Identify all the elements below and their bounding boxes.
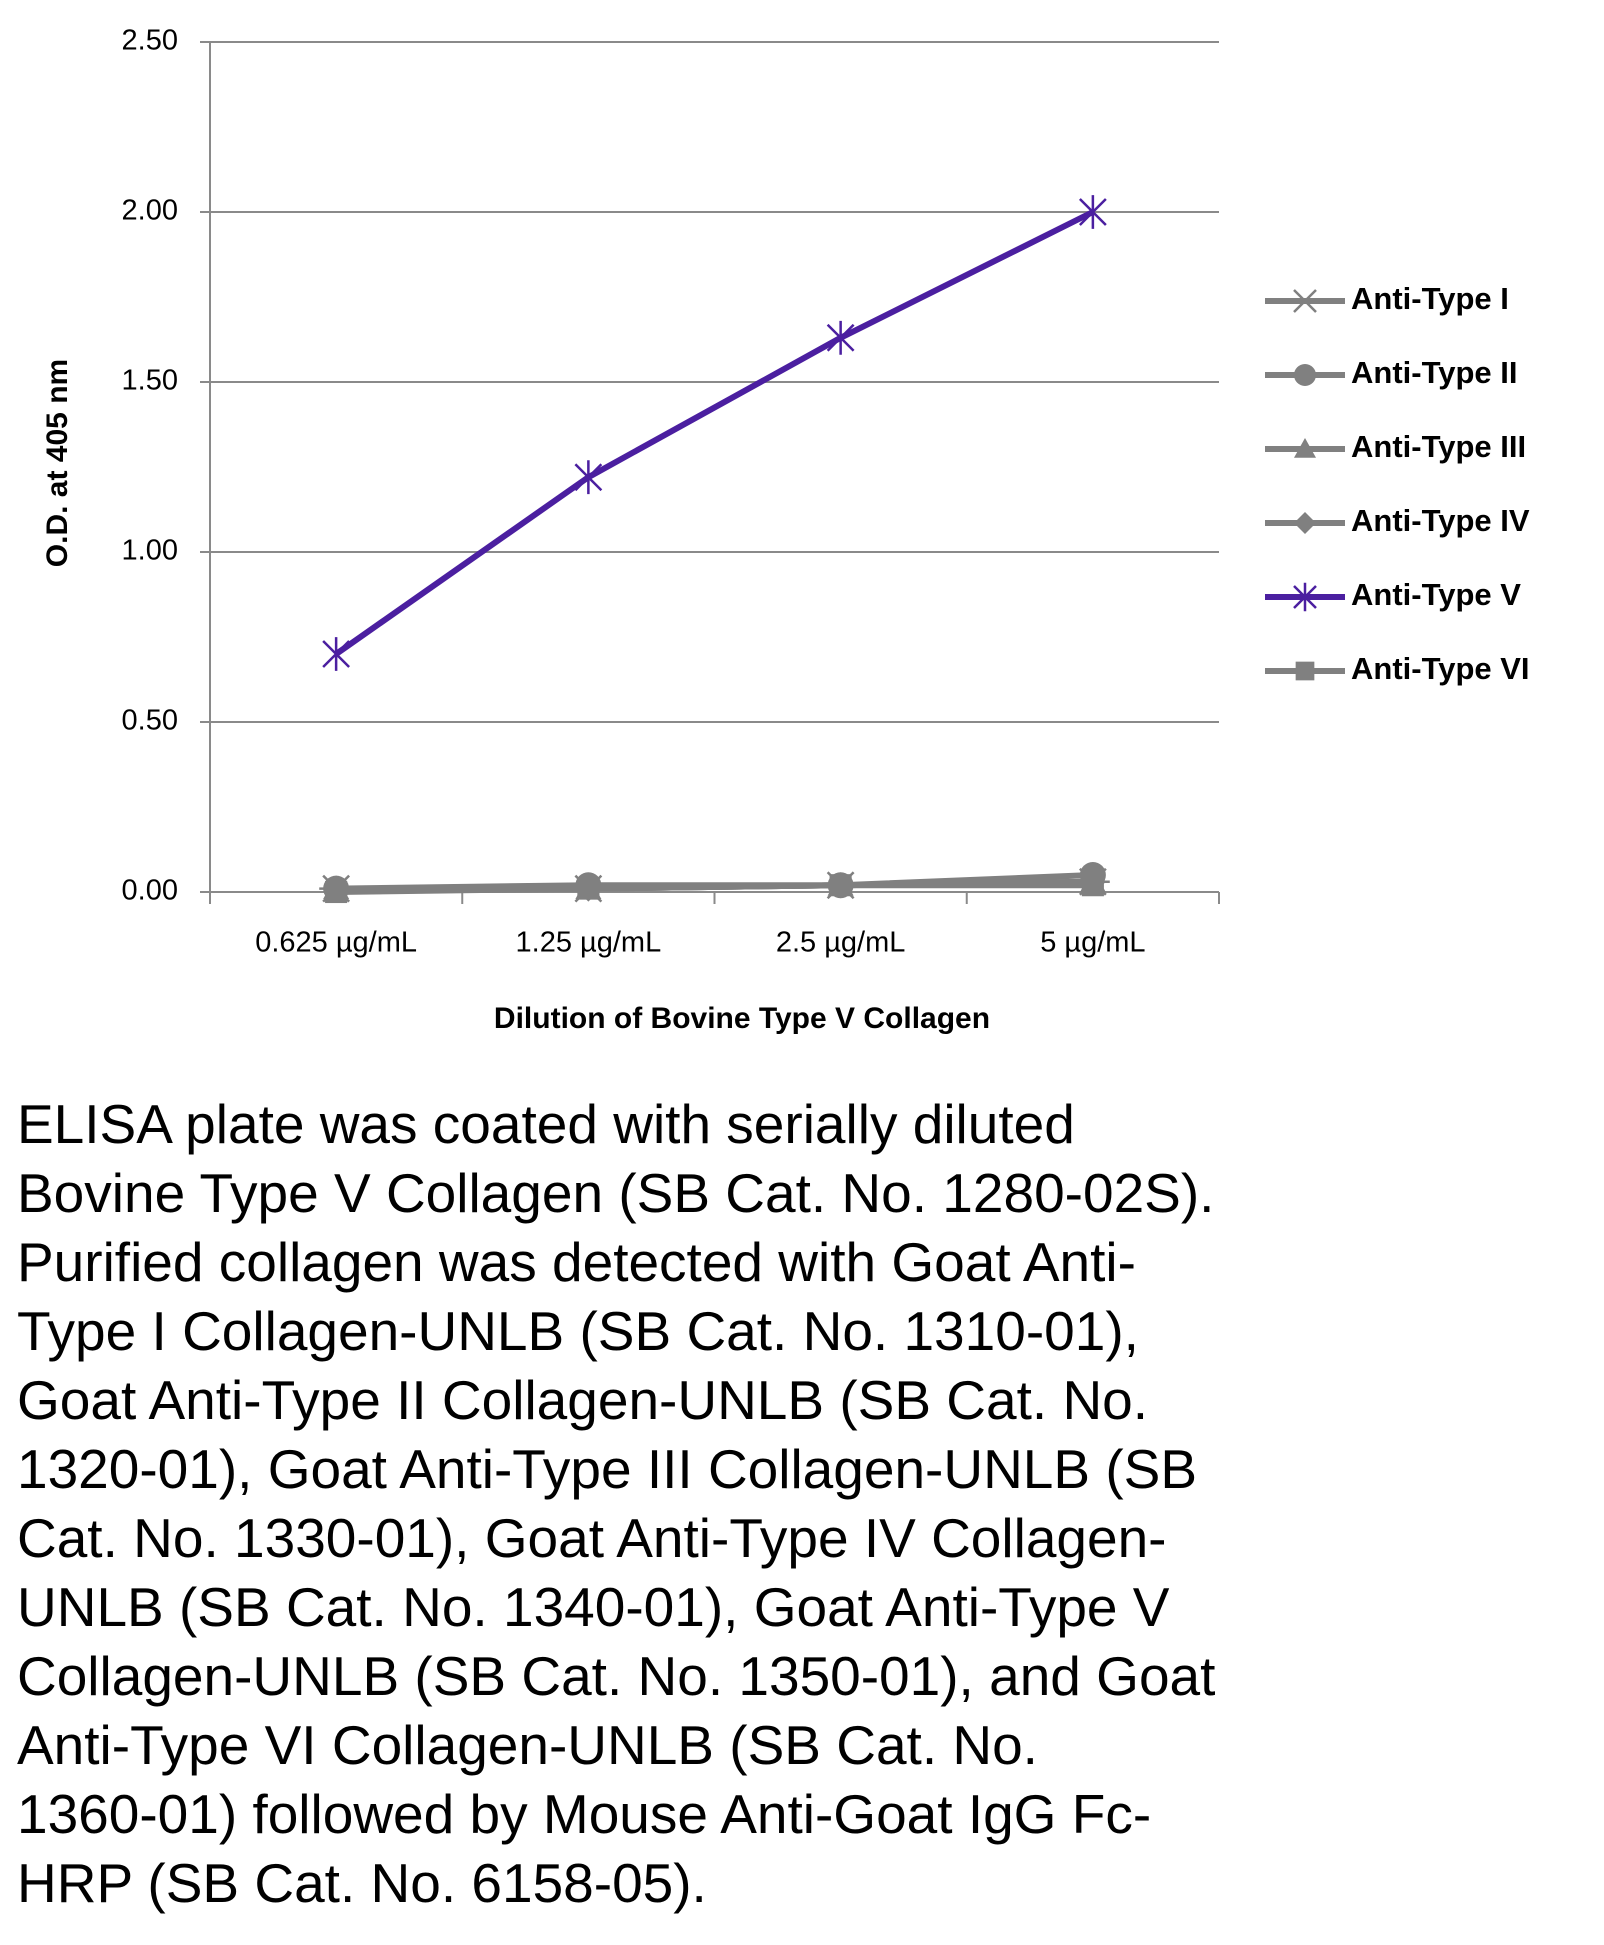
- legend-label: Anti-Type II: [1351, 355, 1517, 390]
- caption-line: Purified collagen was detected with Goat…: [17, 1231, 1136, 1293]
- marker: [577, 877, 600, 900]
- y-tick-label: 2.50: [122, 25, 178, 57]
- caption-line: Collagen-UNLB (SB Cat. No. 1350-01), and…: [17, 1645, 1216, 1707]
- series-line: [334, 209, 1095, 657]
- x-tick-label: 2.5 µg/mL: [776, 927, 906, 959]
- marker: [1294, 364, 1316, 386]
- caption-line: Type I Collagen-UNLB (SB Cat. No. 1310-0…: [17, 1300, 1139, 1362]
- x-tick-label: 5 µg/mL: [1040, 927, 1145, 959]
- caption-line: Anti-Type VI Collagen-UNLB (SB Cat. No.: [17, 1714, 1038, 1776]
- marker: [1294, 438, 1316, 458]
- y-tick-label: 1.50: [122, 365, 178, 397]
- legend-label: Anti-Type V: [1351, 577, 1521, 612]
- caption: ELISA plate was coated with serially dil…: [17, 1090, 1215, 1918]
- caption-line: Cat. No. 1330-01), Goat Anti-Type IV Col…: [17, 1507, 1167, 1569]
- legend-label: Anti-Type I: [1351, 281, 1509, 316]
- legend-entry: Anti-Type V: [1265, 577, 1521, 612]
- caption-line: HRP (SB Cat. No. 6158-05).: [17, 1852, 707, 1914]
- x-axis-title: Dilution of Bovine Type V Collagen: [494, 1002, 990, 1035]
- series: [325, 874, 1104, 904]
- caption-line: 1360-01) followed by Mouse Anti-Goat IgG…: [17, 1783, 1152, 1845]
- x-tick-label: 1.25 µg/mL: [516, 927, 662, 959]
- caption-line: 1320-01), Goat Anti-Type III Collagen-UN…: [17, 1438, 1198, 1500]
- marker: [1294, 512, 1316, 534]
- y-tick-label: 0.50: [122, 705, 178, 737]
- legend-label: Anti-Type VI: [1351, 651, 1530, 686]
- legend-entry: Anti-Type III: [1265, 429, 1526, 464]
- legend-entry: Anti-Type I: [1265, 281, 1509, 316]
- marker: [1081, 874, 1104, 897]
- marker: [826, 320, 855, 355]
- x-tick-label: 0.625 µg/mL: [255, 927, 417, 959]
- caption-line: Bovine Type V Collagen (SB Cat. No. 1280…: [17, 1162, 1215, 1224]
- y-tick-label: 1.00: [122, 535, 178, 567]
- y-tick-label: 2.00: [122, 195, 178, 227]
- marker: [1290, 289, 1320, 313]
- marker: [1078, 195, 1107, 229]
- legend-label: Anti-Type III: [1351, 429, 1526, 464]
- marker: [322, 637, 351, 671]
- series-line: [336, 882, 1093, 895]
- legend-entry: Anti-Type VI: [1265, 651, 1530, 686]
- chart: Dilution of Bovine Type V Collagen O.D. …: [41, 25, 1530, 1035]
- marker: [1295, 661, 1315, 681]
- legend-label: Anti-Type IV: [1351, 503, 1530, 538]
- marker: [325, 880, 348, 904]
- y-axis-title: O.D. at 405 nm: [41, 359, 74, 567]
- series: [322, 195, 1107, 671]
- caption-line: Goat Anti-Type II Collagen-UNLB (SB Cat.…: [17, 1369, 1149, 1431]
- caption-line: UNLB (SB Cat. No. 1340-01), Goat Anti-Ty…: [17, 1576, 1170, 1638]
- legend-entry: Anti-Type IV: [1265, 503, 1530, 538]
- y-tick-label: 0.00: [122, 875, 178, 907]
- legend-entry: Anti-Type II: [1265, 355, 1517, 390]
- marker: [1293, 582, 1317, 612]
- caption-line: ELISA plate was coated with serially dil…: [17, 1093, 1075, 1155]
- marker: [574, 460, 603, 495]
- marker: [829, 874, 852, 897]
